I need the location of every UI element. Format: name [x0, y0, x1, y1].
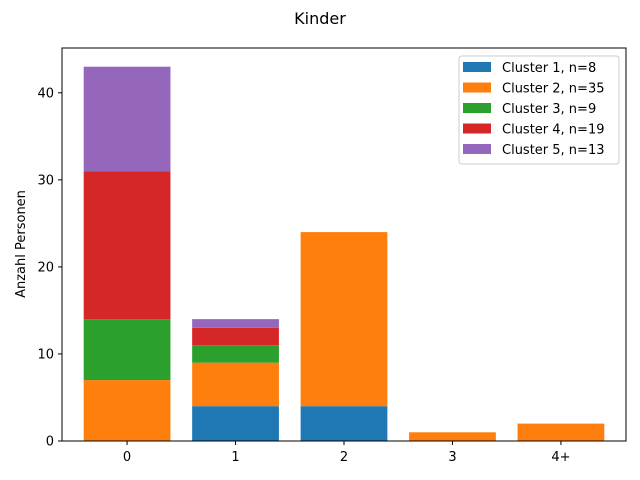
chart-title: Kinder [294, 9, 346, 28]
x-tick-label: 0 [123, 450, 131, 465]
x-tick-label: 2 [340, 450, 348, 465]
y-tick-label: 30 [37, 173, 54, 188]
bar-cluster-3-cat-0 [83, 319, 171, 381]
plot-frame [61, 47, 627, 442]
legend-swatch [463, 82, 491, 93]
bar-cluster-5-cat-0 [83, 66, 171, 172]
bar-cluster-4-cat-0 [83, 171, 171, 320]
bar-cluster-2-cat-4 [517, 423, 605, 441]
legend-label: Cluster 4, n=19 [502, 123, 604, 138]
bar-cluster-2-cat-3 [409, 432, 496, 441]
legend-label: Cluster 2, n=35 [502, 82, 604, 97]
bar-cluster-1-cat-1 [192, 406, 279, 441]
bar-cluster-1-cat-2 [300, 406, 388, 441]
x-tick-label: 3 [448, 450, 456, 465]
legend-swatch [463, 62, 491, 72]
x-axis-ticks: 0 1 2 3 4+ [123, 441, 571, 465]
y-tick-label: 0 [46, 435, 54, 450]
bar-cluster-2-cat-2 [300, 232, 388, 407]
legend-box [458, 55, 620, 165]
y-axis-ticks: 0 10 20 30 40 [37, 86, 62, 450]
bars [83, 66, 605, 441]
bar-cluster-5-cat-1 [192, 319, 279, 328]
y-tick-label: 20 [37, 260, 54, 275]
legend-label: Cluster 5, n=13 [502, 143, 604, 158]
legend-label: Cluster 3, n=9 [502, 102, 596, 117]
bar-cluster-3-cat-1 [192, 345, 279, 363]
y-tick-label: 10 [37, 347, 54, 362]
y-axis-label: Anzahl Personen [14, 190, 29, 298]
legend-swatch [463, 123, 491, 134]
legend-swatch [463, 144, 491, 154]
legend: Cluster 1, n=8 Cluster 2, n=35 Cluster 3, … [458, 55, 620, 165]
legend-label: Cluster 1, n=8 [502, 61, 596, 76]
x-tick-label: 4+ [551, 450, 570, 465]
bar-cluster-2-cat-1 [192, 362, 279, 407]
bar-cluster-2-cat-0 [83, 380, 171, 441]
y-tick-label: 40 [37, 86, 54, 101]
legend-swatch [463, 103, 491, 113]
bar-cluster-4-cat-1 [192, 327, 279, 346]
x-tick-label: 1 [231, 450, 239, 465]
